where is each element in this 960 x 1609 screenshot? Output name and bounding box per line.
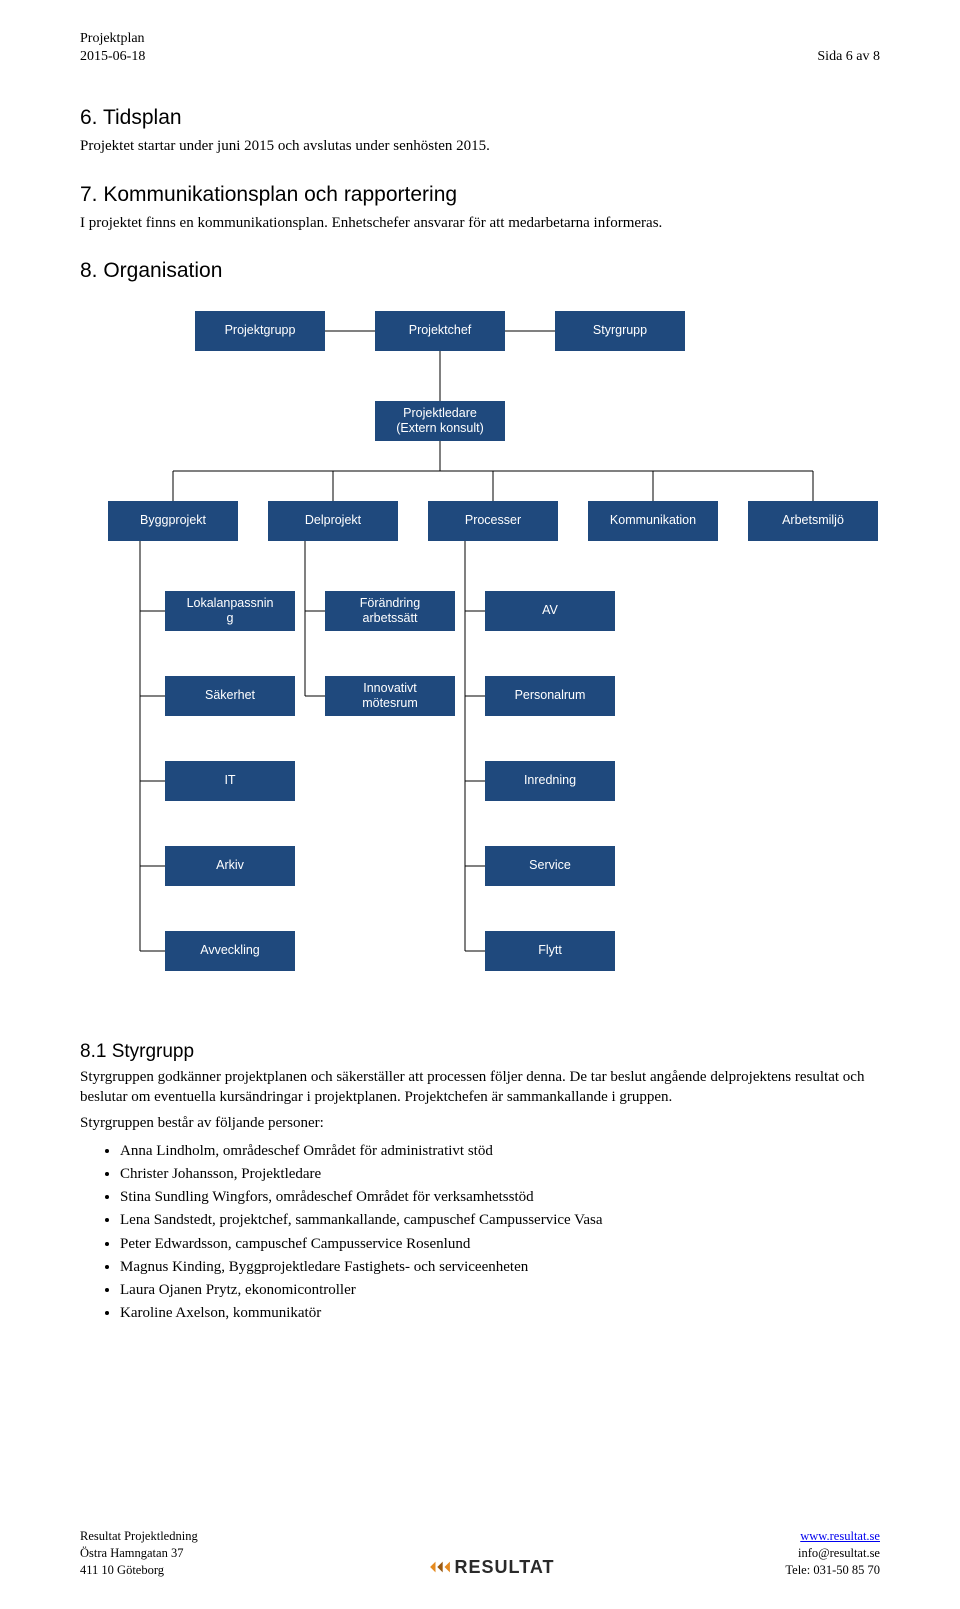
- styrgrupp-item: Magnus Kinding, Byggprojektledare Fastig…: [120, 1256, 880, 1279]
- styrgrupp-item: Anna Lindholm, områdeschef Området för a…: [120, 1140, 880, 1163]
- org-node-projektledare: Projektledare(Extern konsult): [375, 401, 505, 441]
- logo-icon: [429, 1558, 451, 1576]
- org-node-arkiv: Arkiv: [165, 846, 295, 886]
- footer-address: Östra Hamngatan 37: [80, 1545, 198, 1562]
- org-node-service: Service: [485, 846, 615, 886]
- footer-email: info@resultat.se: [785, 1545, 880, 1562]
- footer-right: www.resultat.se info@resultat.se Tele: 0…: [785, 1528, 880, 1579]
- logo-text: RESULTAT: [455, 1555, 555, 1579]
- footer-phone: Tele: 031-50 85 70: [785, 1562, 880, 1579]
- footer-link[interactable]: www.resultat.se: [800, 1529, 880, 1543]
- org-node-av: AV: [485, 591, 615, 631]
- footer-company: Resultat Projektledning: [80, 1528, 198, 1545]
- section-6-body: Projektet startar under juni 2015 och av…: [80, 136, 880, 156]
- org-node-projektgrupp: Projektgrupp: [195, 311, 325, 351]
- styrgrupp-item: Laura Ojanen Prytz, ekonomicontroller: [120, 1279, 880, 1302]
- section-6-title: 6. Tidsplan: [80, 106, 880, 130]
- org-node-avveckling: Avveckling: [165, 931, 295, 971]
- org-node-forandring: Förändringarbetssätt: [325, 591, 455, 631]
- section-7-title: 7. Kommunikationsplan och rapportering: [80, 183, 880, 207]
- org-node-byggprojekt: Byggprojekt: [108, 501, 238, 541]
- footer-logo: RESULTAT: [429, 1555, 555, 1579]
- styrgrupp-list: Anna Lindholm, områdeschef Området för a…: [80, 1140, 880, 1326]
- org-node-processer: Processer: [428, 501, 558, 541]
- org-node-arbetsmiljo: Arbetsmiljö: [748, 501, 878, 541]
- footer-city: 411 10 Göteborg: [80, 1562, 198, 1579]
- org-node-delprojekt: Delprojekt: [268, 501, 398, 541]
- org-node-projektchef: Projektchef: [375, 311, 505, 351]
- styrgrupp-item: Karoline Axelson, kommunikatör: [120, 1302, 880, 1325]
- section-7-body: I projektet finns en kommunikationsplan.…: [80, 213, 880, 233]
- org-node-sakerhet: Säkerhet: [165, 676, 295, 716]
- doc-title: Projektplan: [80, 30, 145, 48]
- styrgrupp-item: Lena Sandstedt, projektchef, sammankalla…: [120, 1209, 880, 1232]
- footer-left: Resultat Projektledning Östra Hamngatan …: [80, 1528, 198, 1579]
- section-8-1-p2: Styrgruppen består av följande personer:: [80, 1113, 880, 1133]
- section-8-title: 8. Organisation: [80, 259, 880, 283]
- styrgrupp-item: Stina Sundling Wingfors, områdeschef Omr…: [120, 1186, 880, 1209]
- org-node-inredning: Inredning: [485, 761, 615, 801]
- org-node-innovativt: Innovativtmötesrum: [325, 676, 455, 716]
- section-8-1-title: 8.1 Styrgrupp: [80, 1041, 880, 1063]
- org-node-personalrum: Personalrum: [485, 676, 615, 716]
- org-node-kommunikation: Kommunikation: [588, 501, 718, 541]
- styrgrupp-item: Peter Edwardsson, campuschef Campusservi…: [120, 1233, 880, 1256]
- page-footer: Resultat Projektledning Östra Hamngatan …: [80, 1528, 880, 1579]
- section-8-1-p1: Styrgruppen godkänner projektplanen och …: [80, 1067, 880, 1108]
- org-node-flytt: Flytt: [485, 931, 615, 971]
- page-number: Sida 6 av 8: [817, 48, 880, 66]
- page-header: Projektplan 2015-06-18 Sida 6 av 8: [80, 30, 880, 66]
- org-node-it: IT: [165, 761, 295, 801]
- org-node-styrgrupp: Styrgrupp: [555, 311, 685, 351]
- organisation-chart: Projektgrupp Projektchef Styrgrupp Projektl…: [80, 301, 880, 1021]
- doc-date: 2015-06-18: [80, 48, 145, 66]
- styrgrupp-item: Christer Johansson, Projektledare: [120, 1163, 880, 1186]
- org-node-lokalanpassning: Lokalanpassning: [165, 591, 295, 631]
